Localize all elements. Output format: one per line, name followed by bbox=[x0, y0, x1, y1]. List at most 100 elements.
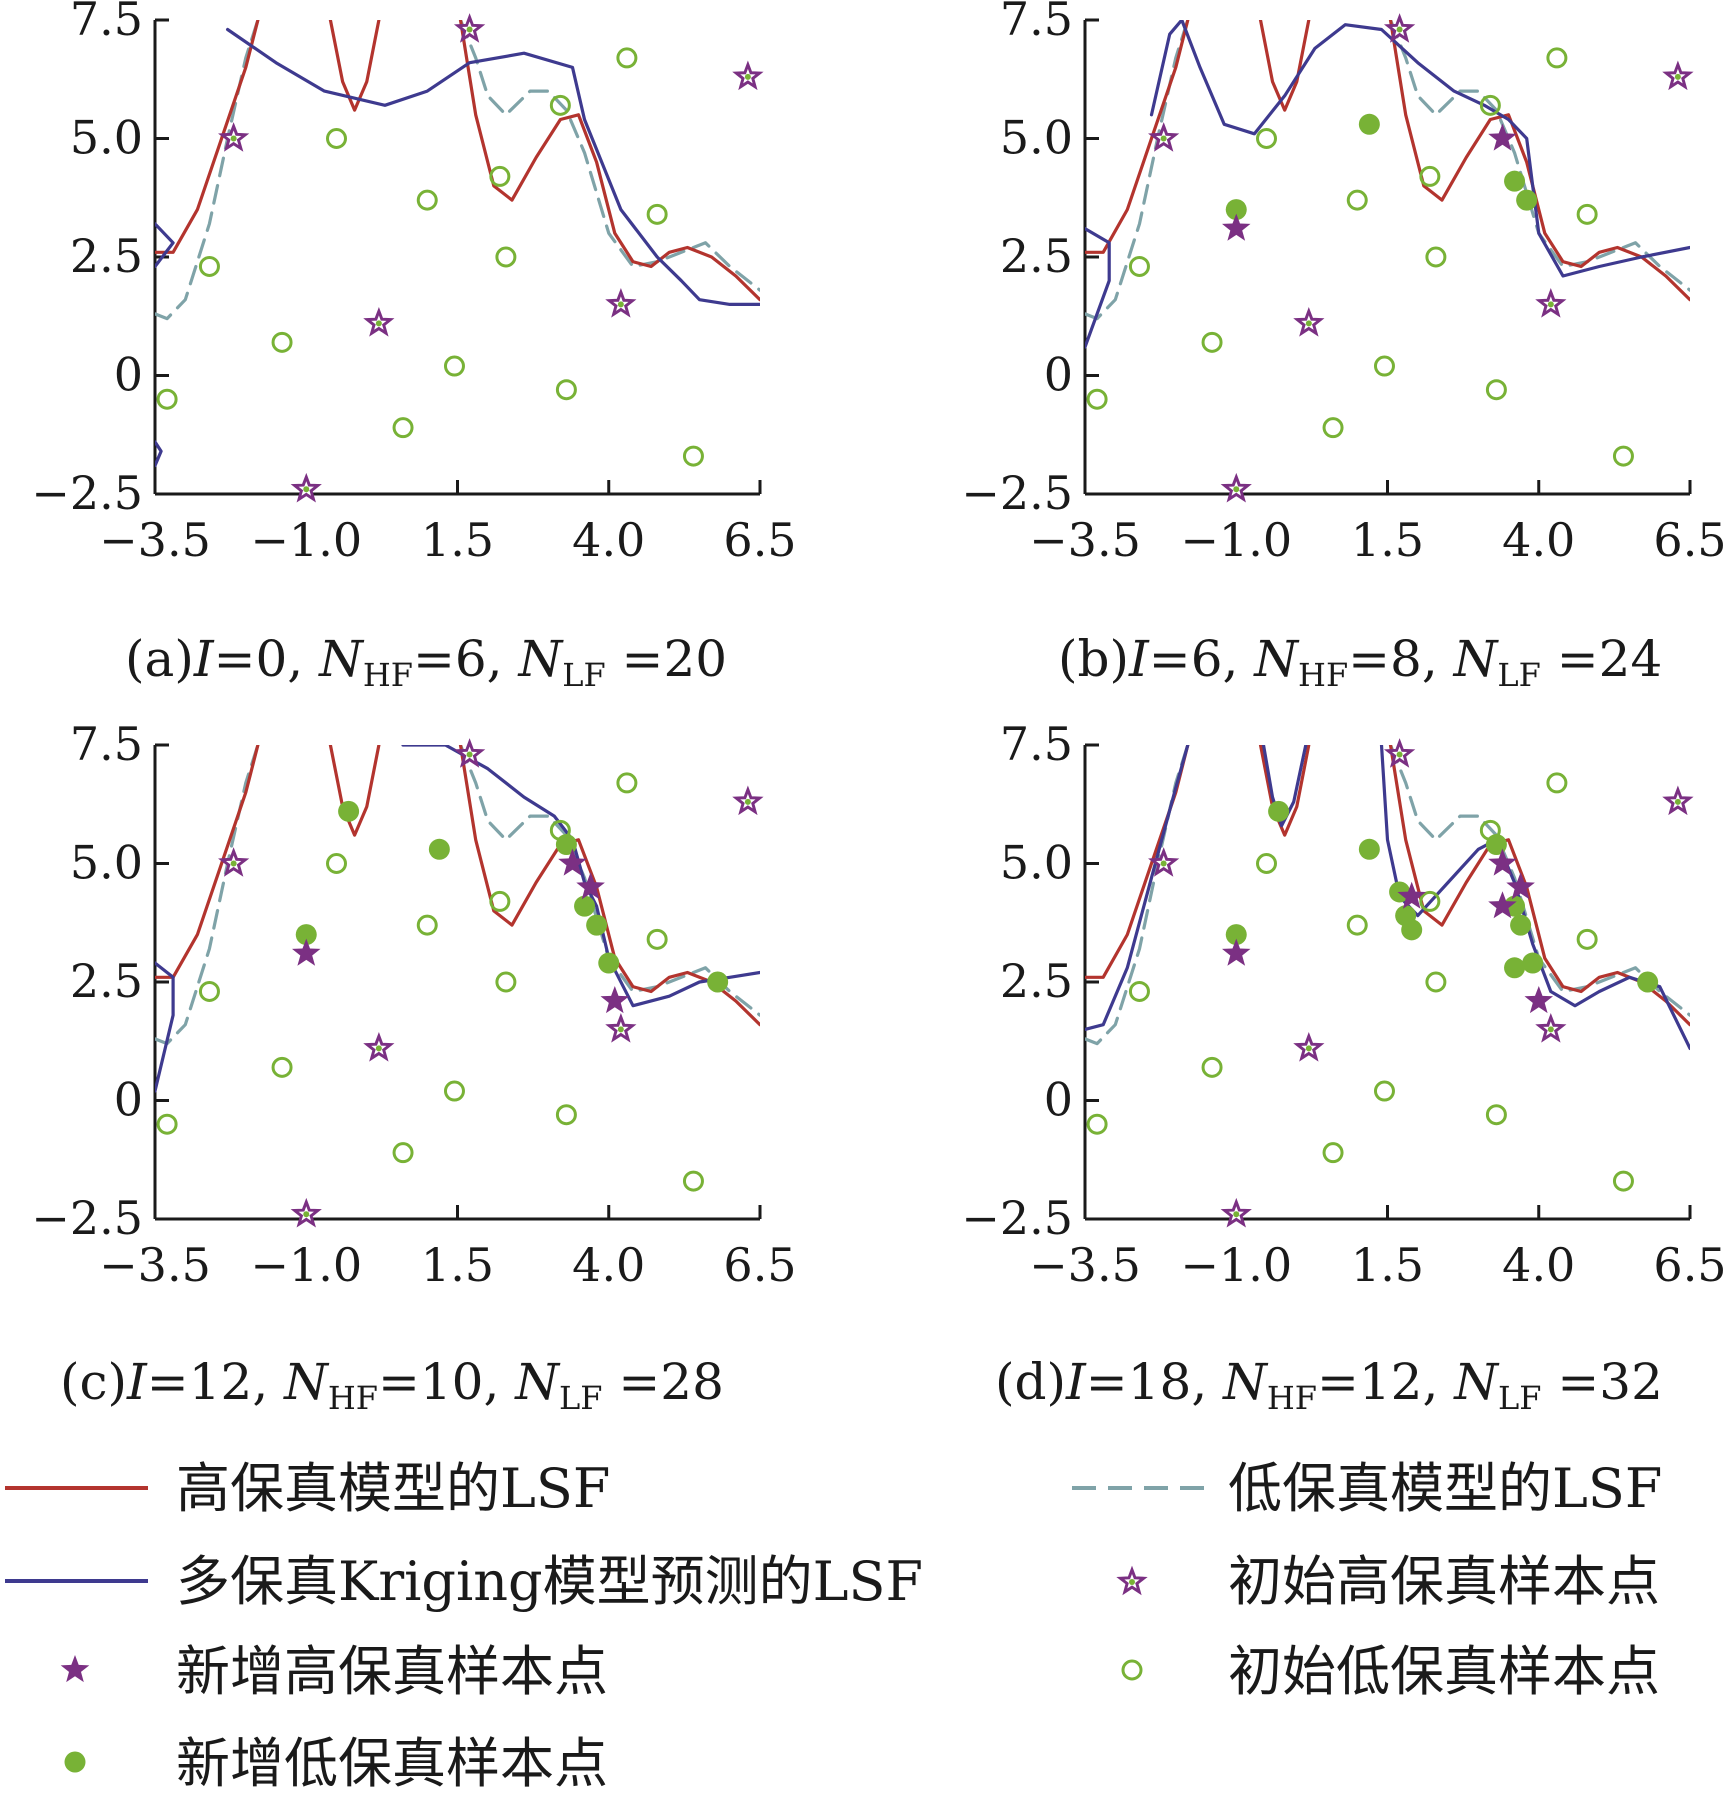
initial-hf-point bbox=[1383, 738, 1416, 768]
initial-lf-point bbox=[1479, 94, 1501, 116]
lf-lsf-curve bbox=[1388, 745, 1690, 1017]
caption-lf-value: =32 bbox=[1541, 1353, 1662, 1411]
initial-hf-star-dot bbox=[1233, 486, 1240, 493]
initial-hf-star-dot bbox=[617, 301, 624, 308]
panel-caption: (b)I=6, NHF=8, NLF =24 bbox=[1058, 630, 1662, 694]
y-tick-label: 0 bbox=[1044, 1073, 1073, 1127]
panel-d: −3.5 −1.0 1.5 4.0 6.5 7.5 5.0 2.5 0 −2.5 (d)I=18, … bbox=[961, 717, 1726, 1417]
caption-i-value: =0, bbox=[214, 630, 320, 688]
legend-item-mf-lsf: 多保真Kriging模型预测的LSF bbox=[5, 1550, 923, 1613]
caption-i-label: I bbox=[126, 1353, 148, 1411]
y-tick-label: 5.0 bbox=[1000, 836, 1073, 890]
initial-hf-point bbox=[453, 738, 486, 768]
added-lf-point bbox=[1504, 170, 1526, 192]
y-tick-label: 0 bbox=[114, 348, 143, 402]
initial-lf-point bbox=[682, 445, 704, 467]
panel-caption: (c)I=12, NHF=10, NLF =28 bbox=[60, 1353, 724, 1417]
caption-lf-sub: LF bbox=[1498, 1379, 1541, 1417]
initial-lf-point bbox=[1373, 1080, 1395, 1102]
x-tick-label: −1.0 bbox=[1180, 1238, 1292, 1292]
caption-hf-label: N bbox=[1222, 1353, 1269, 1411]
added-lf-point bbox=[338, 800, 360, 822]
initial-lf-point bbox=[1576, 928, 1598, 950]
hf-lsf-curve bbox=[328, 20, 381, 112]
initial-hf-point bbox=[1293, 1031, 1325, 1062]
initial-hf-point bbox=[218, 847, 250, 877]
initial-lf-point bbox=[1128, 255, 1150, 277]
mf-lsf-curve bbox=[155, 961, 175, 1093]
initial-lf-point bbox=[1546, 772, 1568, 794]
initial-lf-point bbox=[416, 189, 438, 211]
panel-b: −3.5 −1.0 1.5 4.0 6.5 7.5 5.0 2.5 0 −2.5 (b)I=6, N… bbox=[961, 0, 1726, 694]
x-tick-label: −3.5 bbox=[99, 1238, 211, 1292]
y-tick-label: 5.0 bbox=[70, 836, 143, 890]
initial-lf-point bbox=[1612, 445, 1634, 467]
x-tick-label: −1.0 bbox=[1180, 513, 1292, 567]
caption-hf-value: =6, bbox=[413, 630, 519, 688]
initial-hf-point bbox=[290, 1197, 322, 1228]
caption-lf-label: N bbox=[1453, 1353, 1500, 1411]
initial-hf-star-dot bbox=[1305, 320, 1312, 327]
added-hf-point bbox=[1488, 123, 1517, 151]
initial-lf-point bbox=[156, 388, 178, 410]
initial-lf-point bbox=[1256, 128, 1277, 149]
mf-lsf-curve bbox=[1085, 227, 1111, 349]
initial-hf-star-dot bbox=[230, 860, 237, 867]
caption-lf-label: N bbox=[1453, 630, 1500, 688]
added-lf-point bbox=[1268, 800, 1290, 822]
caption-i-value: =18, bbox=[1086, 1353, 1223, 1411]
added-lf-point bbox=[1358, 838, 1380, 860]
caption-hf-label: N bbox=[318, 630, 365, 688]
panel-caption: (d)I=18, NHF=12, NLF =32 bbox=[995, 1353, 1663, 1417]
caption-lf-sub: LF bbox=[562, 656, 605, 694]
initial-hf-star-dot bbox=[1547, 301, 1554, 308]
initial-hf-star-dot bbox=[1547, 1026, 1554, 1033]
added-lf-point bbox=[1225, 924, 1247, 946]
initial-lf-point bbox=[646, 928, 668, 950]
caption-lf-sub: LF bbox=[1497, 656, 1540, 694]
added-lf-point bbox=[428, 838, 450, 860]
points bbox=[1086, 13, 1694, 503]
added-lf-point bbox=[707, 971, 729, 993]
initial-lf-point bbox=[443, 1080, 465, 1102]
initial-lf-point bbox=[392, 417, 414, 439]
initial-lf-point bbox=[1546, 47, 1568, 69]
initial-lf-point bbox=[1425, 971, 1447, 993]
initial-lf-point bbox=[1485, 1104, 1507, 1126]
legend-item-added-lf: 新增低保真样本点 bbox=[64, 1732, 608, 1795]
y-tick-label: 7.5 bbox=[70, 717, 143, 771]
panel-c: −3.5 −1.0 1.5 4.0 6.5 7.5 5.0 2.5 0 −2.5 (c)I=12, … bbox=[31, 717, 796, 1417]
initial-hf-point bbox=[218, 122, 250, 152]
legend-marker-initial-hf bbox=[1116, 1565, 1148, 1596]
caption-prefix: (b) bbox=[1058, 630, 1129, 688]
initial-hf-point bbox=[1383, 13, 1416, 43]
legend-label-initial-lf: 初始低保真样本点 bbox=[1228, 1640, 1660, 1703]
caption-prefix: (d) bbox=[995, 1353, 1066, 1411]
hf-lsf-curve bbox=[1085, 20, 1190, 254]
initial-hf-point bbox=[1220, 1197, 1252, 1228]
initial-lf-point bbox=[1322, 417, 1344, 439]
lf-lsf-curve bbox=[1388, 20, 1690, 292]
caption-lf-label: N bbox=[517, 630, 564, 688]
initial-lf-point bbox=[1346, 914, 1368, 936]
added-lf-point bbox=[1504, 957, 1526, 979]
initial-lf-point bbox=[555, 1104, 577, 1126]
curves bbox=[155, 745, 760, 1093]
initial-lf-point bbox=[489, 165, 511, 187]
x-tick-label: −1.0 bbox=[250, 513, 362, 567]
initial-lf-point bbox=[1201, 1056, 1223, 1078]
caption-i-value: =12, bbox=[147, 1353, 284, 1411]
y-tick-label: −2.5 bbox=[961, 466, 1073, 520]
panel-caption: (a)I=0, NHF=6, NLF =20 bbox=[125, 630, 727, 694]
initial-hf-point bbox=[605, 1012, 637, 1043]
caption-hf-sub: HF bbox=[328, 1379, 378, 1417]
caption-prefix: (c) bbox=[60, 1353, 127, 1411]
added-lf-point bbox=[555, 834, 577, 856]
caption-i-value: =6, bbox=[1149, 630, 1255, 688]
initial-hf-star-dot bbox=[303, 1211, 310, 1218]
x-tick-label: 4.0 bbox=[1502, 513, 1575, 567]
initial-lf-point bbox=[646, 203, 668, 225]
initial-lf-point bbox=[271, 331, 293, 353]
initial-lf-point bbox=[1086, 388, 1108, 410]
